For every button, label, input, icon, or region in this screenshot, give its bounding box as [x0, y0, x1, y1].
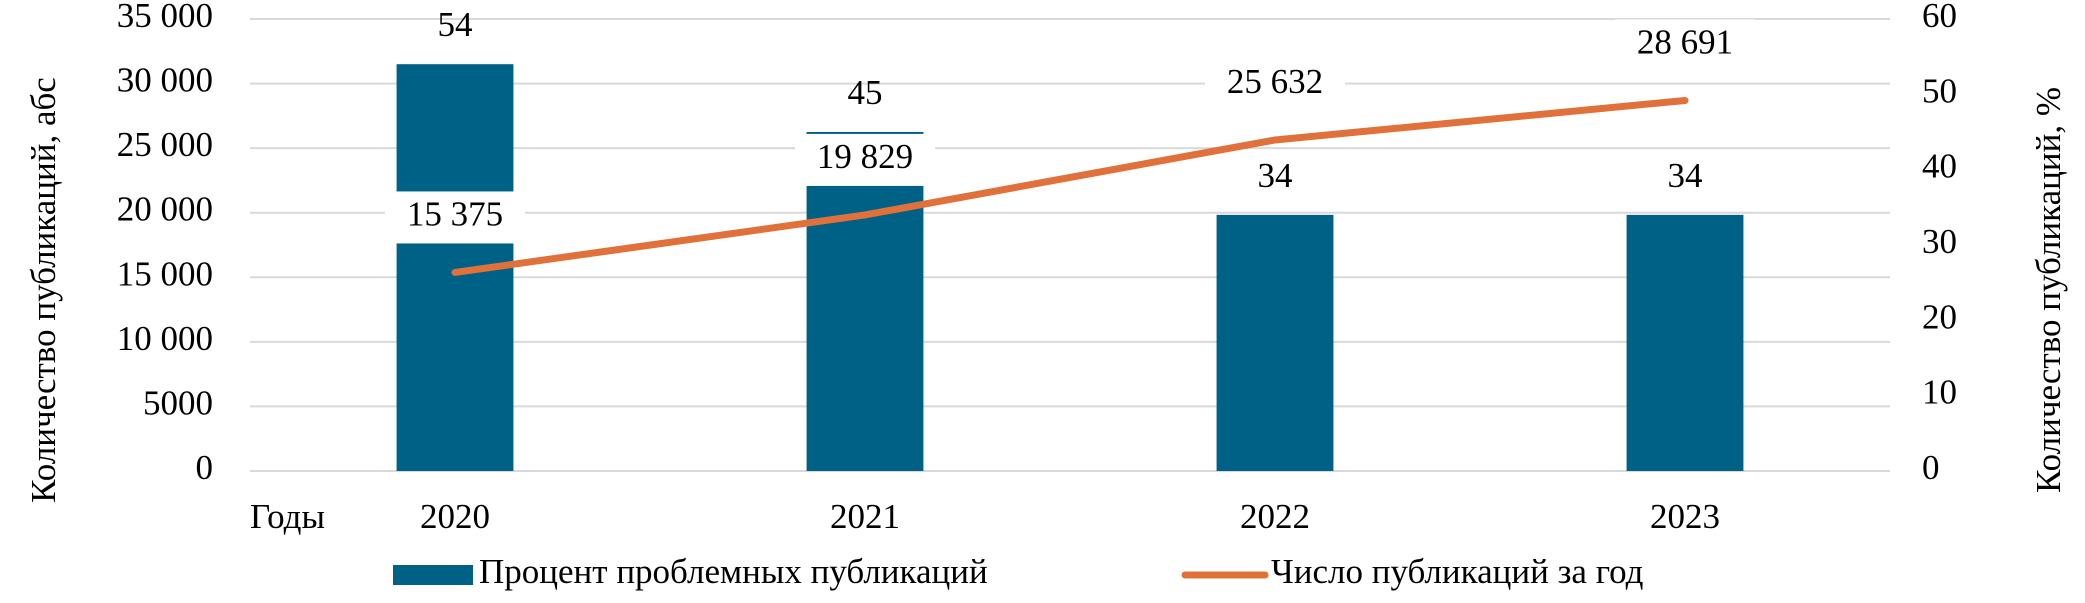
y2-tick-label: 10 [1922, 373, 1957, 412]
legend-label: Число публикаций за год [1271, 552, 1644, 591]
bar-value-label: 34 [1258, 156, 1293, 195]
x-tick-label: 2022 [1240, 497, 1310, 536]
line-value-label: 19 829 [817, 137, 913, 176]
y-tick-label: 35 000 [117, 0, 213, 35]
y-axis-title: Количество публикаций, абс [24, 77, 63, 503]
y-tick-label: 30 000 [117, 61, 213, 100]
y-tick-label: 10 000 [117, 319, 213, 358]
y-tick-label: 20 000 [117, 190, 213, 229]
y2-tick-label: 60 [1922, 0, 1957, 35]
bar-value-label: 45 [848, 73, 883, 112]
bar-value-label: 34 [1668, 156, 1703, 195]
line-value-label: 15 375 [407, 194, 503, 233]
y2-tick-label: 0 [1922, 448, 1940, 487]
x-axis-title: Годы [250, 497, 325, 536]
y-tick-label: 15 000 [117, 254, 213, 293]
x-tick-label: 2023 [1650, 497, 1720, 536]
value-label-box [795, 133, 935, 186]
y2-tick-label: 40 [1922, 147, 1957, 186]
value-label-box [385, 191, 525, 244]
y2-tick-label: 50 [1922, 71, 1957, 110]
bar-value-label: 54 [438, 5, 473, 44]
y-tick-label: 0 [196, 448, 214, 487]
x-tick-label: 2020 [420, 497, 490, 536]
value-label-box [1615, 19, 1755, 72]
y2-tick-label: 20 [1922, 297, 1957, 336]
line-value-label: 25 632 [1227, 62, 1323, 101]
value-label-box [1205, 58, 1345, 111]
y2-tick-label: 30 [1922, 222, 1957, 261]
line-value-label: 28 691 [1637, 23, 1733, 62]
y2-axis-title: Количество публикаций, % [2029, 87, 2068, 493]
bar [806, 132, 924, 471]
legend-label: Процент проблемных публикаций [479, 552, 988, 591]
y-tick-label: 5000 [143, 383, 213, 422]
bar [1626, 214, 1744, 471]
line [451, 96, 1689, 276]
y-tick-label: 25 000 [117, 125, 213, 164]
x-tick-label: 2021 [830, 497, 900, 536]
legend-swatch [393, 565, 473, 585]
bar [1216, 214, 1334, 471]
